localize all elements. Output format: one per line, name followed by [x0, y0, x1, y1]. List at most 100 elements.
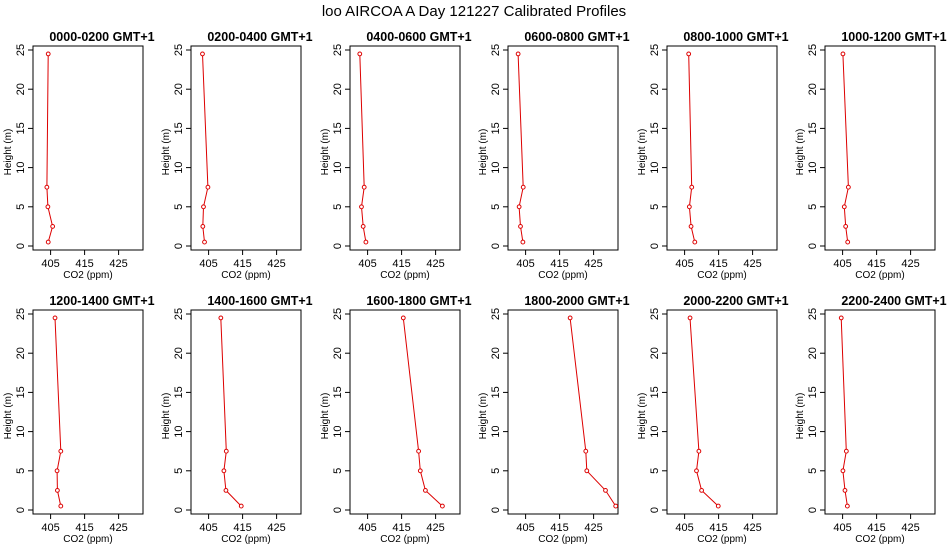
y-tick-label: 25: [15, 308, 27, 320]
co2-profile-point: [584, 468, 590, 474]
co2-profile-point: [583, 448, 589, 454]
x-tick-label: 425: [109, 258, 127, 270]
co2-profile-point: [357, 51, 363, 57]
co2-profile-point: [843, 224, 849, 229]
co2-profile-point: [45, 51, 51, 57]
co2-profile-point: [603, 488, 608, 493]
co2-profile-point: [838, 315, 844, 321]
co2-profile-point: [223, 488, 229, 493]
y-tick-label: 20: [332, 347, 344, 359]
y-tick-label: 10: [173, 425, 185, 437]
y-tick-label: 5: [173, 204, 185, 210]
y-tick-label: 20: [807, 83, 819, 95]
y-axis-label: Height (m): [320, 393, 331, 440]
x-tick-label: 405: [833, 258, 851, 270]
y-tick-label: 10: [15, 425, 27, 437]
co2-profile-point: [200, 51, 205, 57]
plot-frame: [824, 309, 936, 515]
x-axis-label: CO2 (ppm): [855, 270, 904, 281]
x-axis-label: CO2 (ppm): [697, 534, 746, 545]
y-tick-label: 5: [649, 204, 661, 210]
y-tick-label: 5: [807, 468, 819, 474]
co2-profile-point: [440, 503, 445, 509]
co2-profile-point: [58, 448, 64, 454]
y-tick-label: 25: [173, 308, 185, 320]
plot-frame: [349, 45, 461, 251]
y-tick-label: 25: [332, 308, 344, 320]
co2-profile-point: [692, 239, 698, 245]
y-axis-label: Height (m): [478, 129, 489, 176]
x-tick-label: 405: [358, 522, 376, 534]
co2-profile-line: [46, 53, 54, 243]
y-tick-label: 20: [15, 347, 27, 359]
x-axis-label: CO2 (ppm): [538, 270, 587, 281]
plot-frame: [507, 309, 619, 515]
x-tick-label: 415: [709, 522, 727, 534]
x-tick-label: 415: [550, 258, 568, 270]
co2-profile-point: [50, 224, 56, 229]
x-axis-label: CO2 (ppm): [63, 534, 112, 545]
x-tick-label: 425: [901, 522, 919, 534]
co2-profile-point: [45, 204, 51, 210]
y-tick-label: 25: [490, 44, 502, 56]
co2-profile-line: [202, 53, 209, 243]
y-tick-label: 0: [807, 507, 819, 513]
y-tick-label: 15: [649, 386, 661, 398]
x-tick-label: 405: [199, 258, 217, 270]
x-tick-label: 405: [833, 522, 851, 534]
y-tick-label: 10: [332, 161, 344, 173]
y-tick-label: 20: [173, 83, 185, 95]
co2-profile-point: [518, 224, 523, 229]
x-tick-label: 415: [867, 258, 885, 270]
co2-profile-point: [520, 184, 526, 190]
y-tick-label: 15: [332, 122, 344, 134]
x-axis-label: CO2 (ppm): [855, 534, 904, 545]
co2-profile-line: [569, 317, 617, 507]
co2-profile-point: [689, 184, 695, 190]
y-tick-label: 0: [490, 243, 502, 249]
y-tick-label: 0: [15, 243, 27, 249]
y-tick-label: 20: [173, 347, 185, 359]
panel-title: 2200-2400 GMT+1: [841, 294, 946, 308]
co2-profile-point: [567, 315, 573, 321]
x-tick-label: 425: [426, 258, 444, 270]
y-tick-label: 15: [807, 386, 819, 398]
panel-title: 2000-2200 GMT+1: [683, 294, 788, 308]
co2-profile-point: [45, 239, 51, 245]
x-axis-label: CO2 (ppm): [63, 270, 112, 281]
y-tick-label: 15: [807, 122, 819, 134]
y-axis-label: Height (m): [161, 393, 172, 440]
y-tick-label: 5: [15, 468, 27, 474]
co2-profile-point: [360, 224, 366, 229]
x-tick-label: 415: [709, 258, 727, 270]
y-axis-label: Height (m): [795, 393, 806, 440]
co2-profile-point: [218, 315, 224, 321]
co2-profile-point: [363, 239, 369, 245]
figure-title: loo AIRCOA A Day 121227 Calibrated Profi…: [322, 3, 626, 20]
x-tick-label: 425: [743, 522, 761, 534]
y-tick-label: 0: [173, 507, 185, 513]
co2-profile-point: [843, 448, 849, 454]
y-tick-label: 5: [15, 204, 27, 210]
y-tick-label: 10: [15, 161, 27, 173]
plot-frame: [666, 309, 778, 515]
x-tick-label: 415: [392, 258, 410, 270]
x-tick-label: 415: [867, 522, 885, 534]
co2-profile-point: [221, 468, 227, 474]
y-tick-label: 5: [173, 468, 185, 474]
co2-profile-point: [845, 239, 851, 245]
y-axis-label: Height (m): [637, 393, 648, 440]
co2-profile-point: [844, 503, 850, 509]
y-tick-label: 25: [807, 44, 819, 56]
x-tick-label: 425: [267, 258, 285, 270]
y-tick-label: 20: [490, 83, 502, 95]
co2-profile-point: [58, 503, 64, 509]
co2-profile-point: [845, 184, 851, 190]
co2-profile-point: [417, 468, 423, 474]
co2-profile-point: [696, 448, 702, 454]
x-axis-label: CO2 (ppm): [380, 534, 429, 545]
